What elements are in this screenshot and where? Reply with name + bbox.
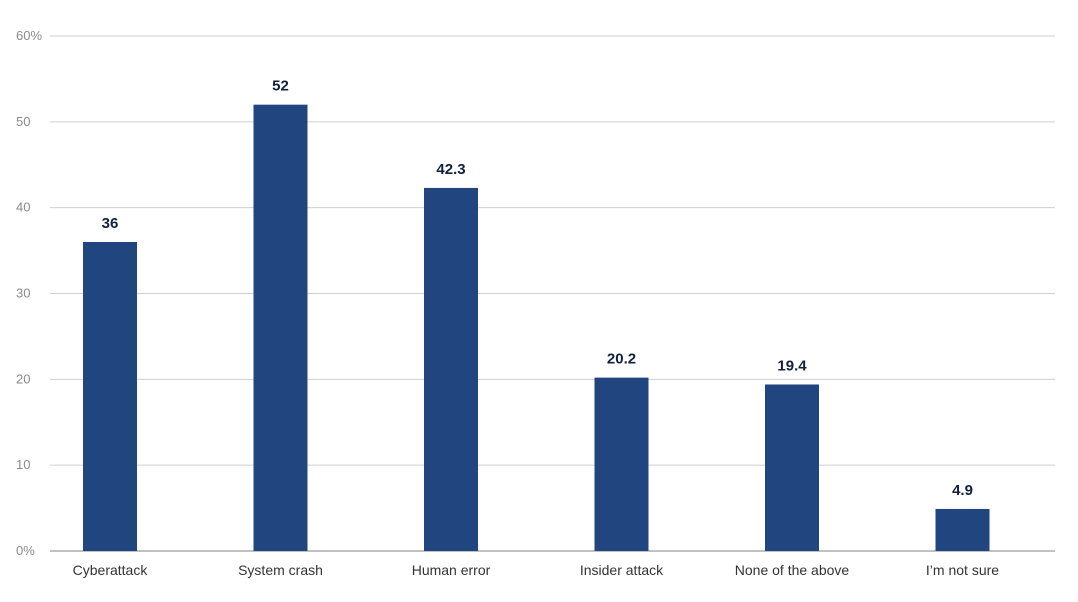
y-tick-label: 60% <box>16 28 42 43</box>
gridlines <box>50 35 1055 552</box>
x-tick-label: System crash <box>238 562 323 578</box>
x-tick-label: Human error <box>412 562 491 578</box>
y-tick-label: 20 <box>16 371 30 386</box>
bar <box>594 377 649 551</box>
x-axis: Cyberattack System crash Human error Inside… <box>73 562 1000 578</box>
y-tick-label: 30 <box>16 286 30 301</box>
y-tick-label: 40 <box>16 200 30 215</box>
bar <box>83 242 137 551</box>
data-label: 19.4 <box>777 357 807 374</box>
y-tick-label: 0% <box>16 543 35 558</box>
bar <box>424 187 478 552</box>
data-label: 4.9 <box>952 482 973 499</box>
y-tick-label: 10 <box>16 457 30 472</box>
data-label: 42.3 <box>436 161 465 178</box>
bars <box>83 104 990 552</box>
x-tick-label: None of the above <box>735 562 850 578</box>
data-labels: 36 52 42.3 20.2 19.4 4.9 <box>102 78 973 499</box>
data-label: 20.2 <box>607 351 636 368</box>
y-axis: 0% 10 20 30 40 50 60% <box>16 28 42 558</box>
y-tick-label: 50 <box>16 114 30 129</box>
data-label: 52 <box>272 78 289 95</box>
bar <box>253 104 308 552</box>
x-tick-label: Insider attack <box>580 562 664 578</box>
data-label: 36 <box>102 215 119 232</box>
x-tick-label: I’m not sure <box>926 562 999 578</box>
bar <box>765 384 819 551</box>
x-tick-label: Cyberattack <box>73 562 149 578</box>
bar <box>935 508 990 551</box>
